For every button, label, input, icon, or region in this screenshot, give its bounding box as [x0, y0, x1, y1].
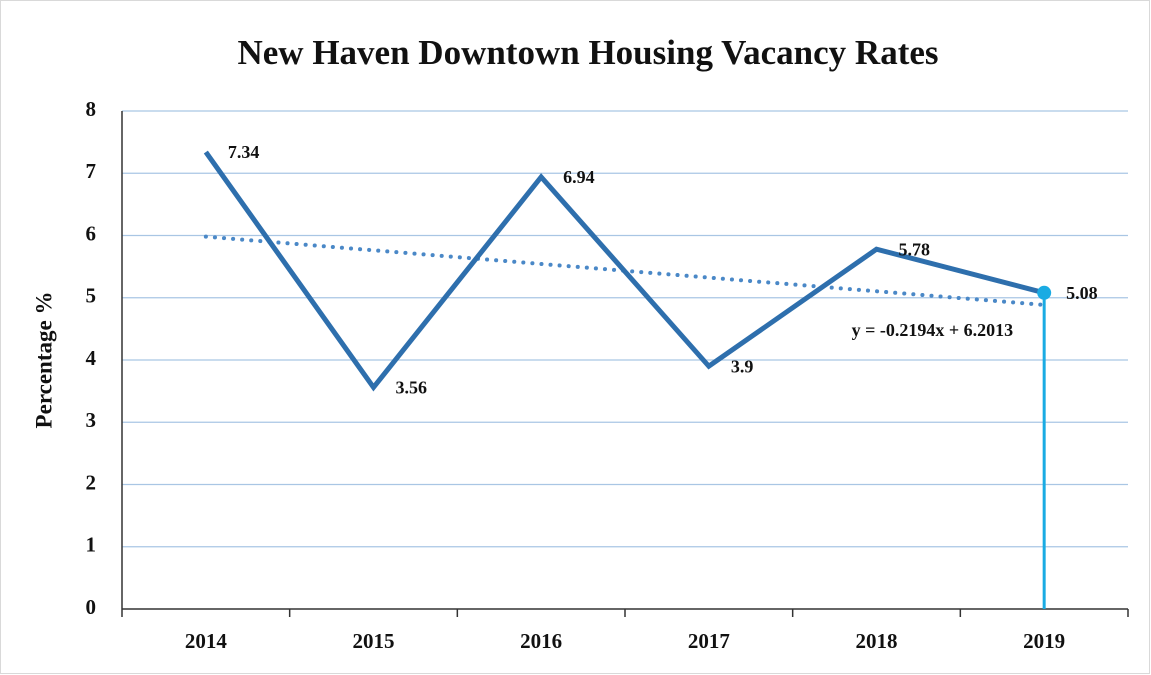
highlight-marker [1037, 285, 1052, 300]
y-tick-label: 4 [86, 346, 97, 370]
y-tick-label: 2 [86, 470, 97, 494]
x-tick-label: 2016 [520, 629, 562, 653]
chart-title: New Haven Downtown Housing Vacancy Rates [237, 33, 938, 72]
y-tick-label: 3 [86, 408, 97, 432]
data-label: 7.34 [228, 142, 259, 162]
y-axis-title: Percentage % [31, 292, 56, 429]
data-label: 3.56 [396, 378, 428, 398]
x-tick-label: 2019 [1023, 629, 1065, 653]
y-tick-label: 5 [86, 284, 97, 308]
x-tick-label: 2014 [185, 629, 228, 653]
y-tick-label: 0 [86, 595, 97, 619]
y-tick-label: 6 [86, 221, 97, 245]
y-tick-label: 7 [86, 159, 97, 183]
trendline-equation: y = -0.2194x + 6.2013 [852, 320, 1014, 340]
y-tick-label: 1 [86, 533, 97, 557]
data-label: 5.08 [1066, 283, 1098, 303]
x-tick-label: 2017 [688, 629, 730, 653]
data-label: 5.78 [899, 239, 931, 259]
x-tick-label: 2015 [353, 629, 395, 653]
series-line [203, 150, 1045, 392]
x-tick-label: 2018 [856, 629, 898, 653]
data-label: 6.94 [563, 167, 595, 187]
y-tick-label: 8 [86, 97, 97, 121]
data-label: 3.9 [731, 356, 754, 376]
